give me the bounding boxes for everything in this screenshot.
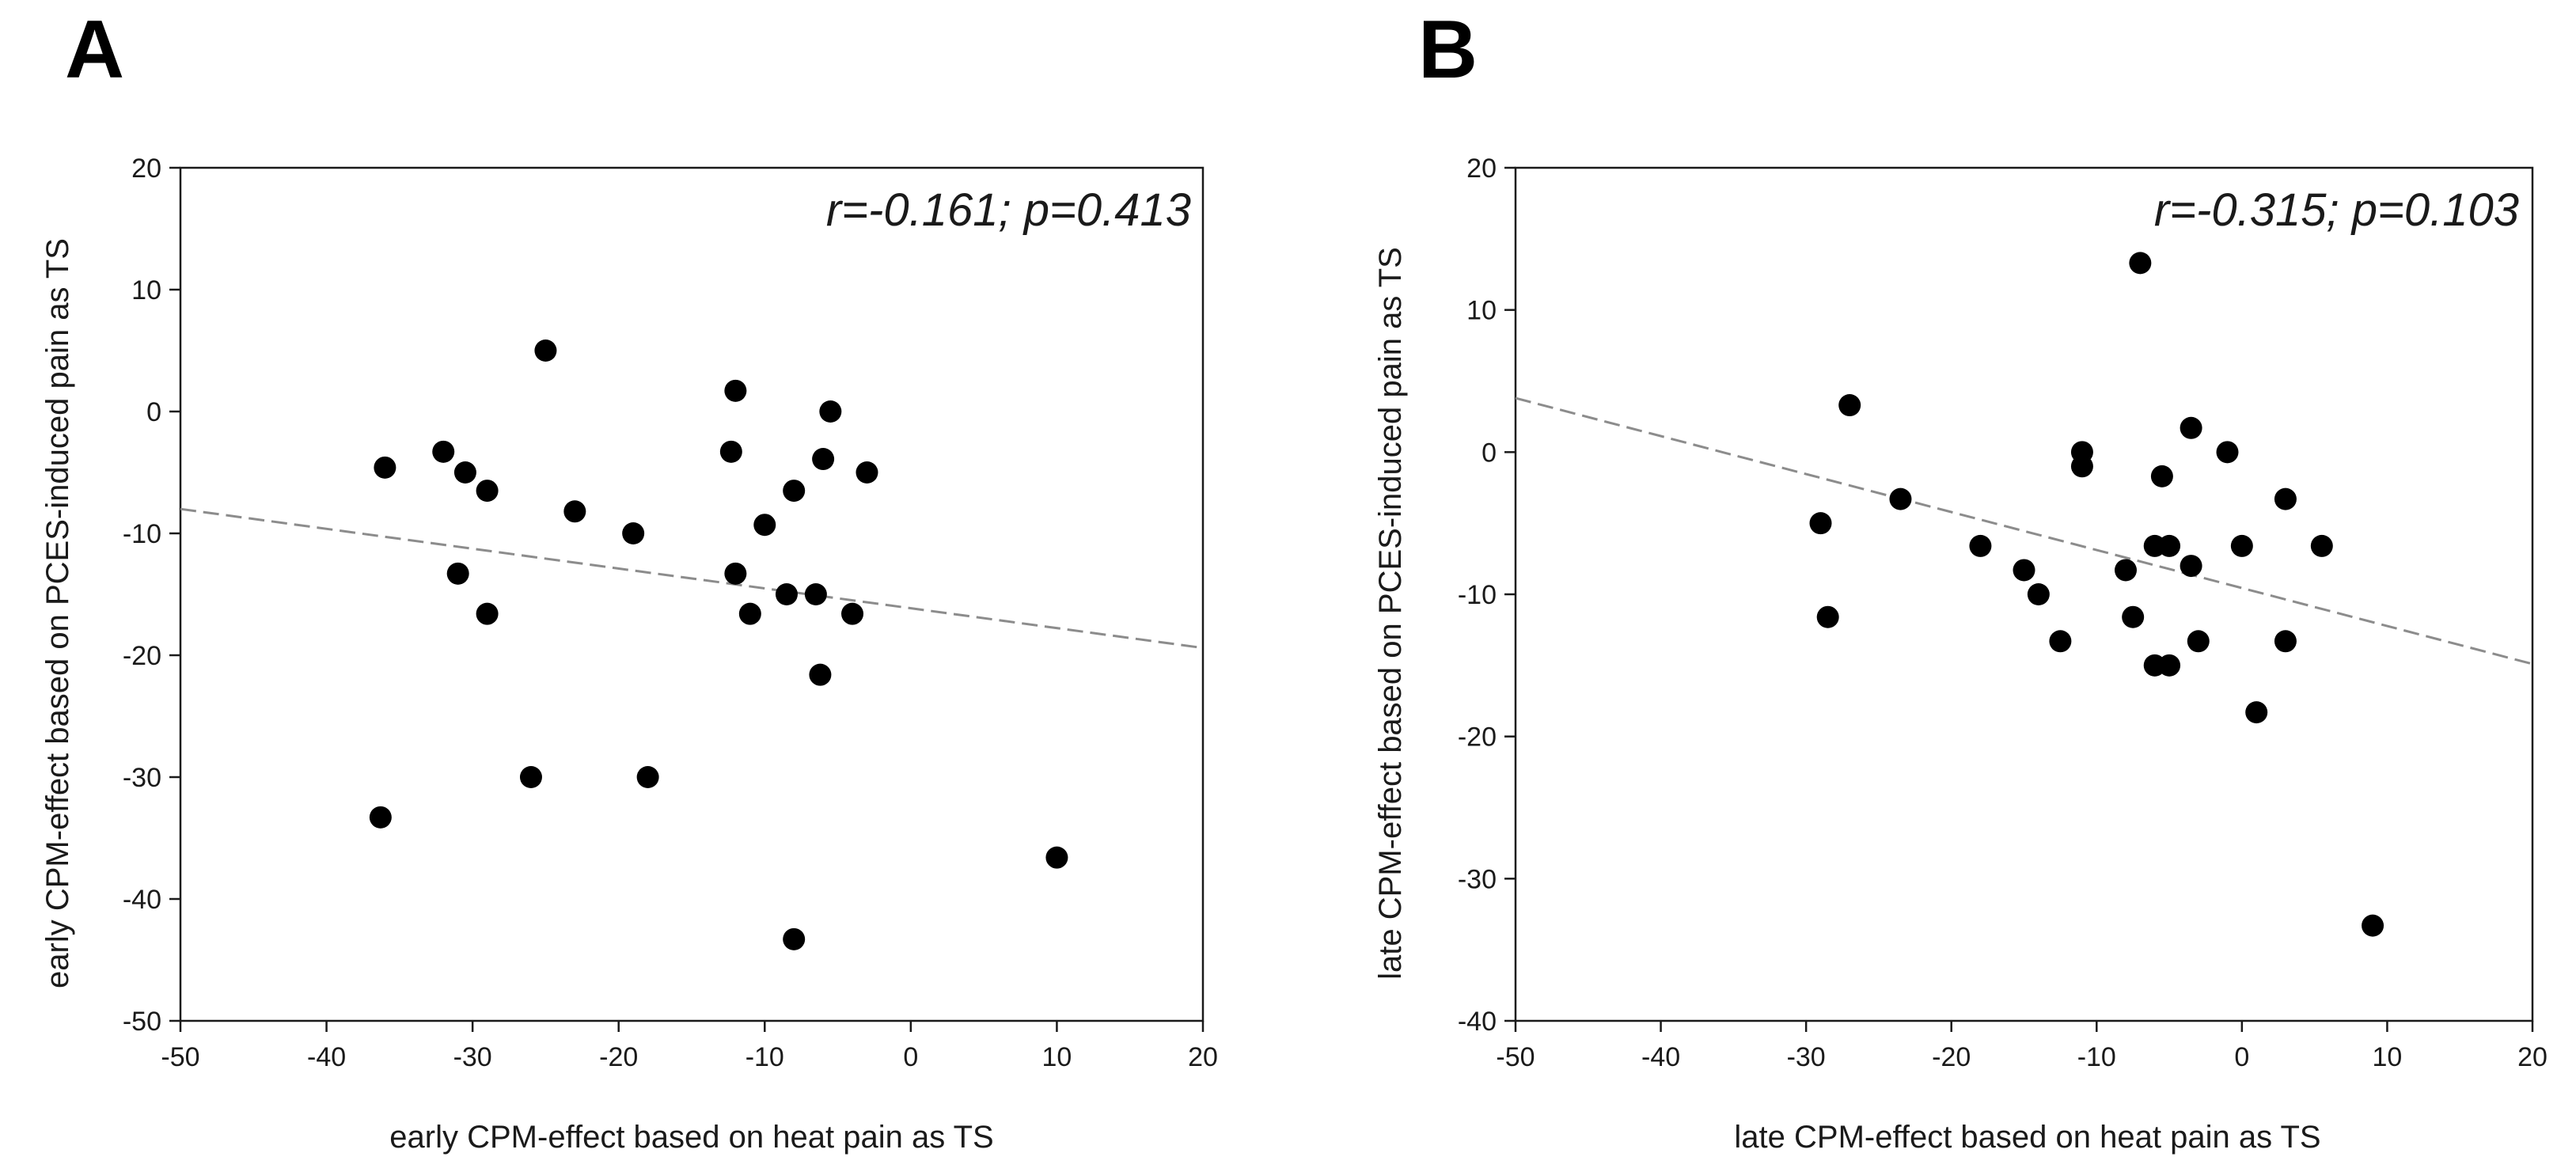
plot-frame-b: [1514, 166, 2534, 1022]
y-tick-label-a: 10: [131, 275, 161, 305]
regression-line-a: [180, 507, 1204, 650]
data-point-a: [519, 766, 542, 788]
data-point-b: [1838, 394, 1861, 417]
x-tick-label-a: 20: [1188, 1042, 1218, 1072]
data-point-a: [476, 602, 499, 625]
x-tick-label-a: -30: [453, 1042, 492, 1072]
data-point-a: [369, 806, 392, 829]
data-point-a: [453, 461, 476, 484]
data-point-b: [1969, 534, 1992, 557]
data-point-a: [1045, 846, 1068, 869]
x-tick-label-b: -20: [1932, 1042, 1971, 1072]
data-point-b: [2245, 701, 2268, 724]
data-point-b: [2013, 559, 2035, 582]
y-tick-label-a: 0: [146, 397, 161, 427]
y-axis-title-a: early CPM-effect based on PCES-induced p…: [40, 238, 75, 988]
data-point-b: [2310, 534, 2333, 557]
y-tick-label-b: -30: [1458, 864, 1497, 894]
y-tick-label-a: -20: [123, 641, 161, 671]
x-tick-label-b: -40: [1641, 1042, 1680, 1072]
x-tick-label-a: 10: [1042, 1042, 1072, 1072]
y-tick-label-b: 0: [1481, 438, 1497, 468]
y-axis-title-b: late CPM-effect based on PCES-induced pa…: [1373, 247, 1408, 980]
data-point-b: [2049, 630, 2072, 653]
x-tick-label-b: 20: [2517, 1042, 2548, 1072]
data-point-a: [374, 456, 396, 479]
data-point-b: [1809, 512, 1832, 535]
panel-a-chart: A r=-0.161; p=0.413 early CPM-effect bas…: [40, 4, 1218, 1155]
y-tick-label-b: -20: [1458, 723, 1497, 753]
y-tick-label-a: -50: [123, 1007, 161, 1037]
x-tick-label-a: -10: [745, 1042, 784, 1072]
data-point-b: [2129, 252, 2152, 275]
data-point-b: [2187, 630, 2210, 653]
data-point-a: [719, 440, 742, 463]
y-tick-label-b: 10: [1466, 296, 1497, 326]
data-point-b: [2158, 654, 2181, 677]
x-tick-label-b: -50: [1496, 1042, 1535, 1072]
x-tick-label-a: -50: [161, 1042, 199, 1072]
y-tick-label-b: -10: [1458, 580, 1497, 610]
x-tick-label-a: -40: [307, 1042, 346, 1072]
data-point-b: [2230, 534, 2253, 557]
data-point-a: [775, 583, 798, 605]
data-point-a: [841, 602, 864, 625]
x-tick-label-b: -30: [1787, 1042, 1826, 1072]
data-point-b: [2115, 559, 2137, 582]
data-point-b: [2027, 583, 2050, 605]
data-point-a: [534, 339, 557, 362]
panel-b-chart: B r=-0.315; p=0.103 late CPM-effect base…: [1373, 4, 2548, 1155]
correlation-annotation-b: r=-0.315; p=0.103: [2154, 184, 2519, 236]
panel-letter-a: A: [65, 4, 124, 96]
y-tick-label-b: 20: [1466, 154, 1497, 184]
correlation-annotation-a: r=-0.161; p=0.413: [826, 184, 1191, 236]
data-point-a: [783, 927, 806, 950]
data-point-b: [1816, 605, 1839, 628]
data-point-b: [2274, 487, 2297, 510]
data-point-a: [446, 562, 469, 585]
x-tick-label-b: -10: [2077, 1042, 2116, 1072]
x-axis-title-a: early CPM-effect based on heat pain as T…: [389, 1120, 993, 1155]
plot-frame-a: [179, 166, 1205, 1022]
data-point-a: [753, 514, 776, 537]
data-point-a: [812, 448, 835, 471]
data-point-a: [724, 379, 747, 402]
data-point-b: [2122, 605, 2145, 628]
data-point-a: [432, 440, 455, 463]
data-point-a: [476, 480, 499, 503]
data-point-b: [2180, 416, 2202, 439]
data-point-b: [1889, 487, 1912, 510]
data-point-b: [2158, 534, 2181, 557]
y-tick-label-b: -40: [1458, 1007, 1497, 1037]
data-point-b: [2216, 441, 2239, 464]
data-point-b: [2150, 465, 2173, 487]
x-tick-label-b: 0: [2234, 1042, 2249, 1072]
data-point-a: [636, 766, 659, 788]
data-point-b: [2070, 455, 2093, 478]
y-tick-label-a: -40: [123, 885, 161, 915]
data-point-a: [563, 500, 586, 523]
data-point-b: [2180, 555, 2202, 578]
data-point-a: [622, 522, 645, 544]
data-point-b: [2362, 914, 2384, 937]
data-point-a: [809, 663, 832, 686]
data-point-a: [738, 602, 761, 625]
data-point-a: [804, 583, 827, 605]
x-axis-title-b: late CPM-effect based on heat pain as TS: [1734, 1120, 2320, 1155]
panel-letter-b: B: [1418, 4, 1478, 96]
data-point-a: [783, 480, 806, 503]
y-tick-label-a: 20: [131, 154, 161, 184]
data-point-a: [819, 400, 842, 423]
y-tick-label-a: -10: [123, 519, 161, 549]
y-tick-label-a: -30: [123, 763, 161, 793]
data-point-a: [856, 461, 878, 484]
regression-line-b: [1515, 396, 2533, 666]
x-tick-label-a: -20: [599, 1042, 638, 1072]
x-tick-label-b: 10: [2373, 1042, 2403, 1072]
x-tick-label-a: 0: [903, 1042, 918, 1072]
data-point-a: [724, 562, 747, 585]
data-point-b: [2274, 630, 2297, 653]
